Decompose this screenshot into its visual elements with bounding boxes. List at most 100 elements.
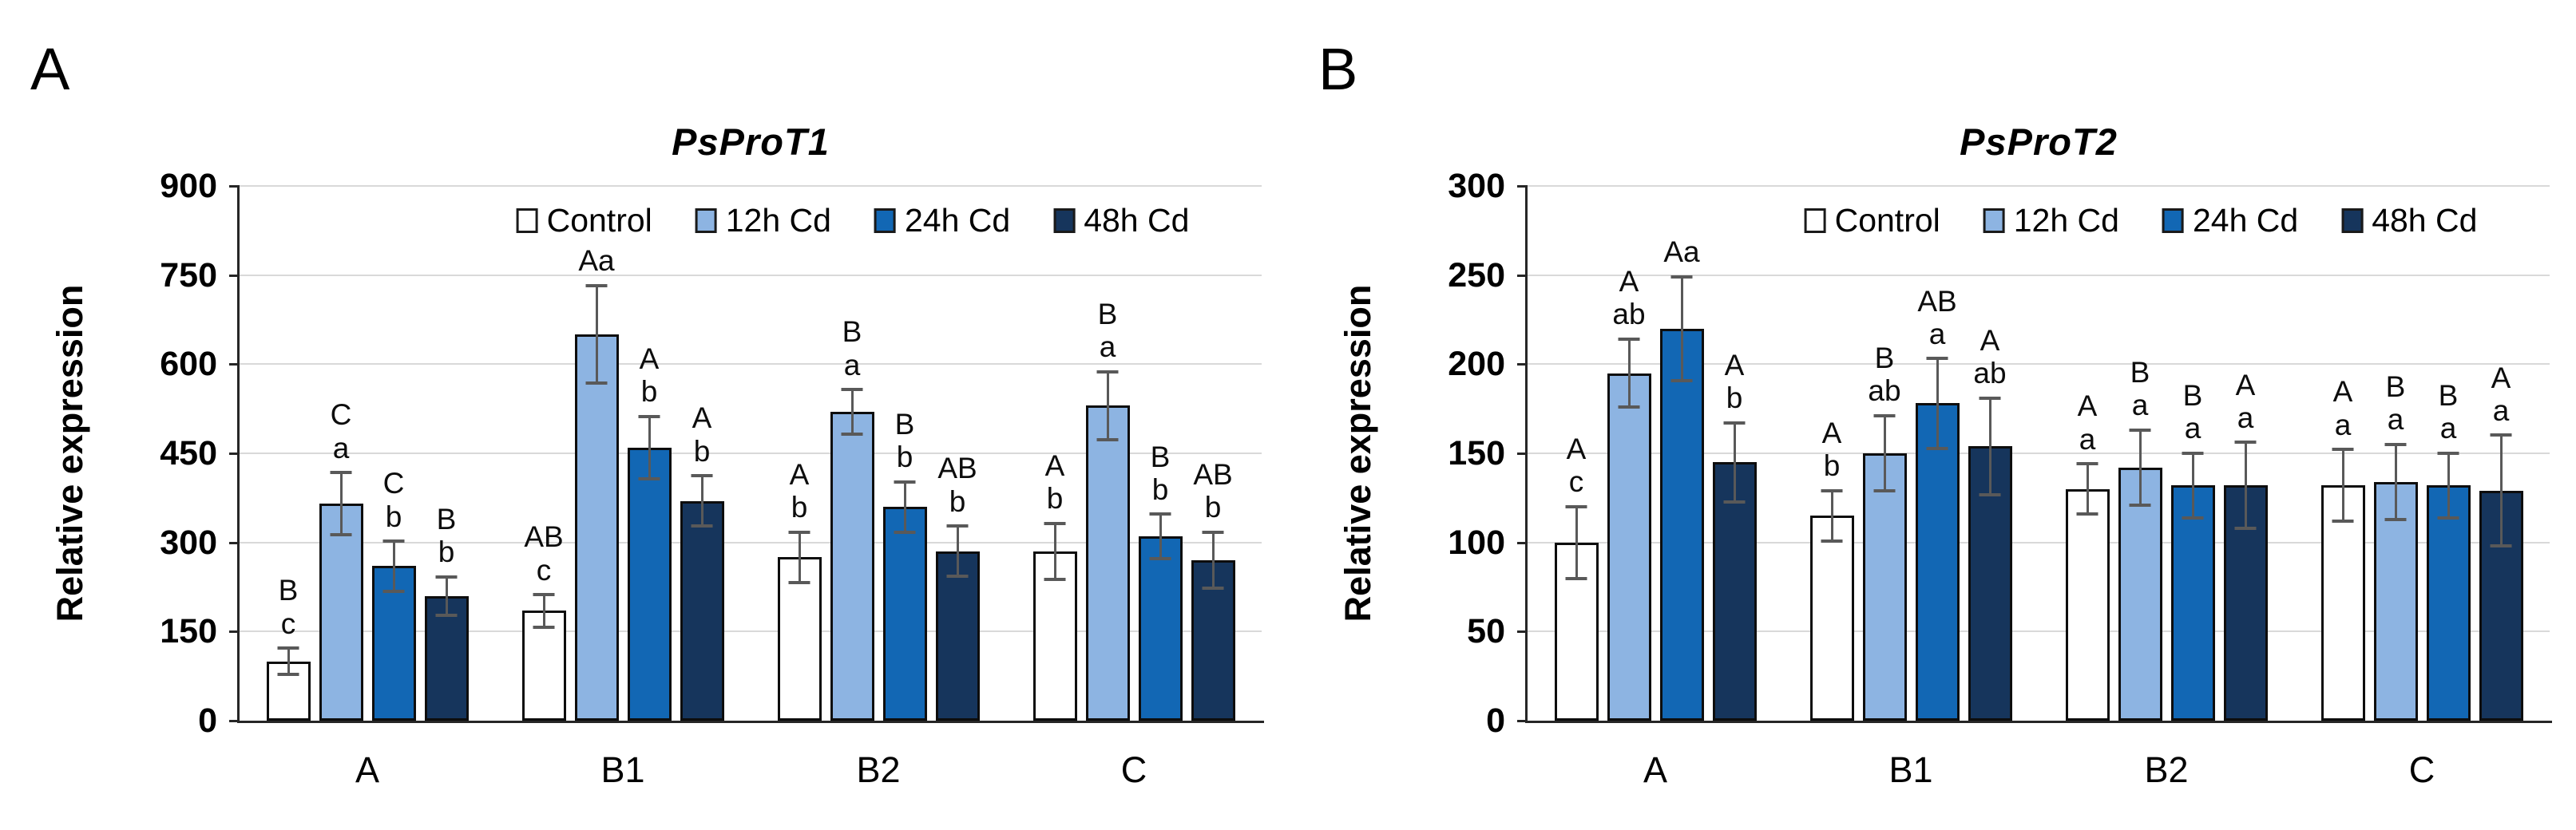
y-tick-mark [229,185,240,188]
legend-label: 24h Cd [2192,202,2299,239]
significance-line: c [536,553,552,587]
x-category-label: B2 [856,749,901,790]
legend-item-48h-cd: 48h Cd [2341,202,2477,239]
bar-fill [2170,485,2215,721]
x-axis-line [1525,721,2552,723]
x-category-label: A [355,749,379,790]
error-bar-cap-top [1723,421,1746,425]
significance-line: b [1204,491,1222,524]
panel-letter: B [1318,36,1358,102]
legend-label: Control [546,202,652,239]
significance-line: a [332,431,350,464]
error-bar-cap-bottom [1873,489,1896,493]
significance-label: AB b [894,452,1021,518]
error-bar-line [2138,428,2142,507]
error-bar-cap-bottom [894,530,916,534]
significance-line: a [1099,330,1116,364]
x-category-label: B1 [600,749,645,790]
error-bar-line [542,592,545,629]
significance-line: B [842,315,862,349]
error-bar-cap-top [1926,357,1948,361]
bar-fill [627,447,672,721]
y-tick-mark [1517,274,1528,277]
bar-fill [1659,328,1704,721]
gridline-y-600 [240,363,1262,366]
error-bar [2384,442,2407,521]
error-bar [1618,337,1640,409]
bar-fill [1712,462,1757,721]
significance-line: Aa [1663,235,1700,269]
bar-fill [882,507,927,721]
significance-line: b [791,491,808,524]
error-bar-cap-top [638,414,660,418]
bar-fill [2320,485,2365,721]
error-bar-cap-top [691,474,713,478]
error-bar-cap-bottom [1670,378,1693,382]
legend-item-24h-cd: 24h Cd [2162,202,2298,239]
legend-swatch-icon [2341,208,2364,233]
significance-line: A [639,342,660,375]
error-bar-cap-bottom [1202,587,1224,591]
significance-line: a [2439,412,2457,445]
significance-line: A [1821,416,1842,449]
significance-line: A [692,401,712,435]
significance-line: C [330,398,352,432]
error-bar [1565,504,1587,580]
y-tick-mark [1517,185,1528,188]
bar-fill [521,611,566,721]
error-bar-cap-bottom [585,381,608,385]
error-bar-cap-bottom [2182,516,2204,520]
significance-label: Aa [533,244,660,277]
error-bar [2234,441,2257,531]
bar-B1-12h-cd: Aa [574,244,619,721]
error-bar-cap-top [2182,451,2204,455]
y-tick-label: 0 [198,702,217,740]
significance-line: A [1724,348,1745,381]
error-bar-line [2244,441,2247,531]
error-bar-line [1053,521,1056,582]
bar-fill [680,500,724,721]
error-bar-cap-bottom [277,673,299,677]
error-bar [1149,512,1171,560]
y-tick-label: 300 [160,523,217,562]
significance-line: B [278,574,299,607]
error-bar-cap-bottom [1565,576,1587,580]
error-bar-cap-bottom [435,613,458,617]
y-tick-label: 200 [1448,345,1505,384]
error-bar-cap-bottom [1096,438,1119,442]
y-tick-mark [1517,630,1528,634]
error-bar-line [287,646,290,677]
error-bar [533,592,555,629]
significance-line: ab [1612,298,1646,331]
legend-item-24h-cd: 24h Cd [874,202,1010,239]
error-bar-line [1988,396,1991,496]
error-bar [382,539,405,593]
significance-line: B [2130,355,2150,389]
significance-line: A [2491,361,2511,394]
bar-fill [319,504,363,721]
significance-label: AB c [480,520,608,587]
error-bar-line [339,471,343,537]
error-bar-cap-top [1096,370,1119,374]
gridline-y-750 [240,274,1262,276]
x-category-label: C [2408,749,2435,790]
error-bar [2332,448,2354,524]
legend: Control 12h Cd 24h Cd 48h Cd [516,202,1189,239]
y-tick-label: 100 [1448,523,1505,562]
significance-line: A [789,457,810,491]
error-bar-line [1733,421,1736,504]
